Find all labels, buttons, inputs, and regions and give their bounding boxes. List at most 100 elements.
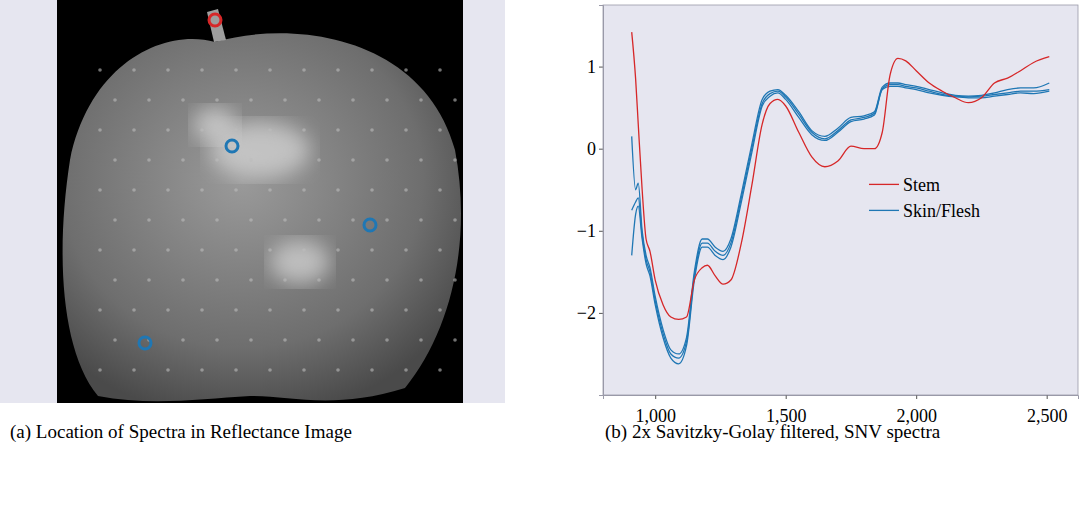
lenticel [200, 248, 204, 252]
lenticel [419, 218, 423, 222]
tick: 2,500 [1027, 395, 1068, 426]
lenticel [385, 98, 389, 102]
lenticel [438, 368, 442, 372]
lenticel [200, 308, 204, 312]
lenticel [215, 338, 219, 342]
lenticel [98, 188, 102, 192]
lenticel [234, 128, 238, 132]
lenticel [370, 368, 374, 372]
plot-frame [603, 5, 1078, 395]
lenticel [249, 158, 253, 162]
lenticel [370, 248, 374, 252]
lenticel [283, 218, 287, 222]
lenticel [181, 98, 185, 102]
lenticel [181, 218, 185, 222]
legend: StemSkin/Flesh [869, 175, 980, 221]
lenticel [268, 368, 272, 372]
lenticel [234, 308, 238, 312]
lenticel [234, 188, 238, 192]
lenticel [370, 68, 374, 72]
lenticel [385, 158, 389, 162]
lenticel [132, 248, 136, 252]
lenticel [404, 308, 408, 312]
lenticel [302, 368, 306, 372]
tick-mark [655, 395, 656, 399]
lenticel [404, 188, 408, 192]
lenticel [302, 68, 306, 72]
lenticel [302, 308, 306, 312]
lenticel [200, 128, 204, 132]
lenticel [302, 188, 306, 192]
tick-label: 2,500 [1027, 406, 1068, 426]
lenticel [234, 248, 238, 252]
tick-mark [599, 67, 603, 68]
caption: (b) 2x Savitzky-Golay filtered, SNV spec… [605, 421, 941, 443]
lenticel [404, 128, 408, 132]
image-panel [0, 0, 505, 403]
lenticel [385, 278, 389, 282]
tick-mark [599, 149, 603, 150]
lenticel [453, 158, 457, 162]
lenticel [317, 218, 321, 222]
lenticel [351, 278, 355, 282]
lenticel [317, 338, 321, 342]
lenticel [200, 188, 204, 192]
lenticel [166, 188, 170, 192]
lenticel [336, 248, 340, 252]
lenticel [336, 128, 340, 132]
lenticel [98, 368, 102, 372]
lenticel [249, 218, 253, 222]
lenticel [215, 98, 219, 102]
lenticel [132, 128, 136, 132]
lenticel [268, 308, 272, 312]
lenticel [147, 218, 151, 222]
lenticel [317, 278, 321, 282]
lenticel [351, 218, 355, 222]
lenticel [147, 278, 151, 282]
tick: 0 [587, 139, 603, 159]
lenticels [98, 68, 457, 372]
lenticel [419, 158, 423, 162]
lenticel [385, 218, 389, 222]
lenticel [234, 368, 238, 372]
tick-mark [786, 395, 787, 399]
lenticel [268, 248, 272, 252]
lenticel [132, 308, 136, 312]
lenticel [336, 68, 340, 72]
lenticel [370, 128, 374, 132]
lenticel [268, 188, 272, 192]
lenticel [166, 308, 170, 312]
legend-swatch [869, 210, 899, 211]
lenticel [404, 368, 408, 372]
lenticel [215, 278, 219, 282]
location-marker [364, 219, 376, 231]
lenticel [453, 278, 457, 282]
lenticel [302, 248, 306, 252]
highlight [270, 240, 330, 284]
legend-label: Stem [903, 175, 940, 195]
location-marker [209, 14, 221, 26]
lenticel [200, 368, 204, 372]
lenticel [453, 338, 457, 342]
caption: (a) Location of Spectra in Reflectance I… [10, 421, 352, 443]
tick-mark [1047, 395, 1048, 399]
lenticel [404, 248, 408, 252]
tick-label: 0 [587, 139, 596, 159]
lenticel [351, 338, 355, 342]
lenticel [351, 158, 355, 162]
lenticel [181, 338, 185, 342]
lenticel [234, 68, 238, 72]
lenticel [98, 248, 102, 252]
tick-label: −2 [577, 303, 596, 323]
spectrum-line [632, 32, 1050, 319]
lenticel [113, 278, 117, 282]
lines [632, 32, 1050, 364]
lenticel [98, 68, 102, 72]
tick: −2 [577, 303, 603, 323]
y-axis: −2−101 [577, 6, 604, 396]
lenticel [370, 308, 374, 312]
lenticel [113, 218, 117, 222]
lenticel [385, 338, 389, 342]
lenticel [249, 98, 253, 102]
lenticel [181, 278, 185, 282]
